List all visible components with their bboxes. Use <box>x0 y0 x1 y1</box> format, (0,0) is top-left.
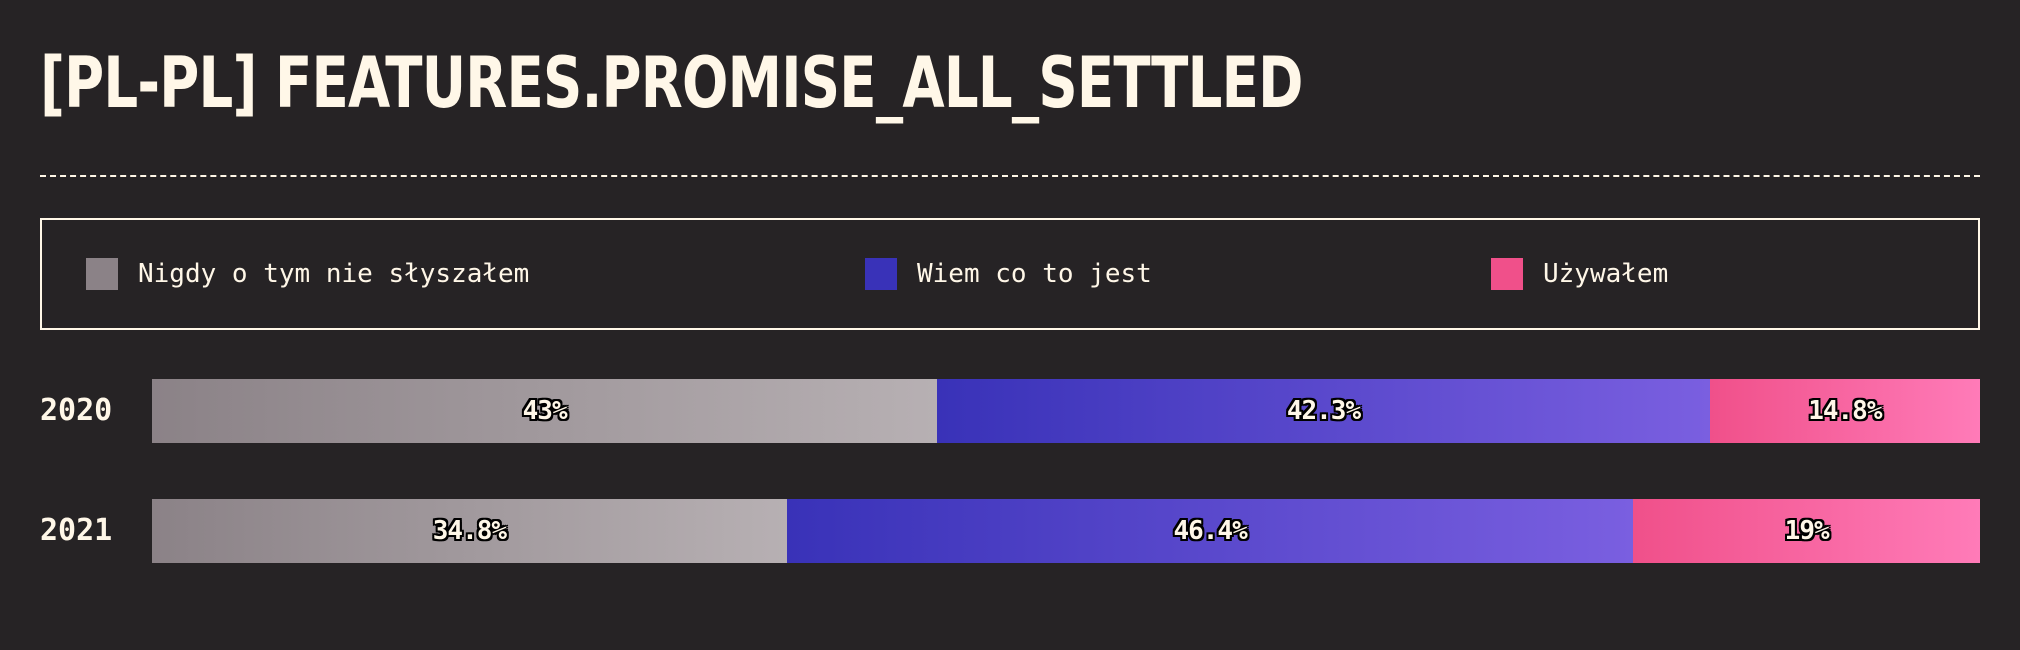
bar-track-2021: 34.8% 46.4% 19% <box>152 499 1980 563</box>
legend-item-never-heard[interactable]: Nigdy o tym nie słyszałem <box>86 258 529 290</box>
data-label-2021-know-it: 46.4% <box>1173 516 1247 546</box>
bar-segment-2020-never-heard[interactable]: 43% <box>152 379 938 443</box>
legend-label-never-heard: Nigdy o tym nie słyszałem <box>138 259 530 289</box>
legend-label-know-it: Wiem co to jest <box>917 259 1152 289</box>
bar-segment-2020-know-it[interactable]: 42.3% <box>937 379 1710 443</box>
bar-track-2020: 43% 42.3% 14.8% <box>152 379 1980 443</box>
data-label-2020-used-it: 14.8% <box>1808 396 1882 426</box>
chart-legend: Nigdy o tym nie słyszałem Wiem co to jes… <box>40 218 1980 330</box>
legend-label-used-it: Używałem <box>1543 259 1669 289</box>
bar-segment-2021-never-heard[interactable]: 34.8% <box>152 499 787 563</box>
legend-swatch-never-heard <box>86 258 118 290</box>
data-label-2021-used-it: 19% <box>1784 516 1830 546</box>
category-label-2020: 2020 <box>40 393 113 428</box>
bar-row-2020: 2020 43% 42.3% 14.8% <box>40 379 1980 443</box>
legend-item-used-it[interactable]: Używałem <box>1491 258 1668 290</box>
data-label-2020-know-it: 42.3% <box>1286 396 1361 426</box>
legend-item-know-it[interactable]: Wiem co to jest <box>865 258 1152 290</box>
legend-swatch-used-it <box>1491 258 1523 290</box>
data-label-2020-never-heard: 43% <box>522 396 568 426</box>
legend-swatch-know-it <box>865 258 897 290</box>
bar-segment-2020-used-it[interactable]: 14.8% <box>1709 379 1980 443</box>
title-divider <box>40 175 1980 177</box>
bar-segment-2021-know-it[interactable]: 46.4% <box>786 499 1634 563</box>
bar-row-2021: 2021 34.8% 46.4% 19% <box>40 499 1980 563</box>
category-label-2021: 2021 <box>40 513 113 548</box>
data-label-2021-never-heard: 34.8% <box>432 516 507 546</box>
chart-title: [PL-PL] FEATURES.PROMISE_ALL_SETTLED <box>40 42 1303 124</box>
bar-segment-2021-used-it[interactable]: 19% <box>1633 499 1980 563</box>
